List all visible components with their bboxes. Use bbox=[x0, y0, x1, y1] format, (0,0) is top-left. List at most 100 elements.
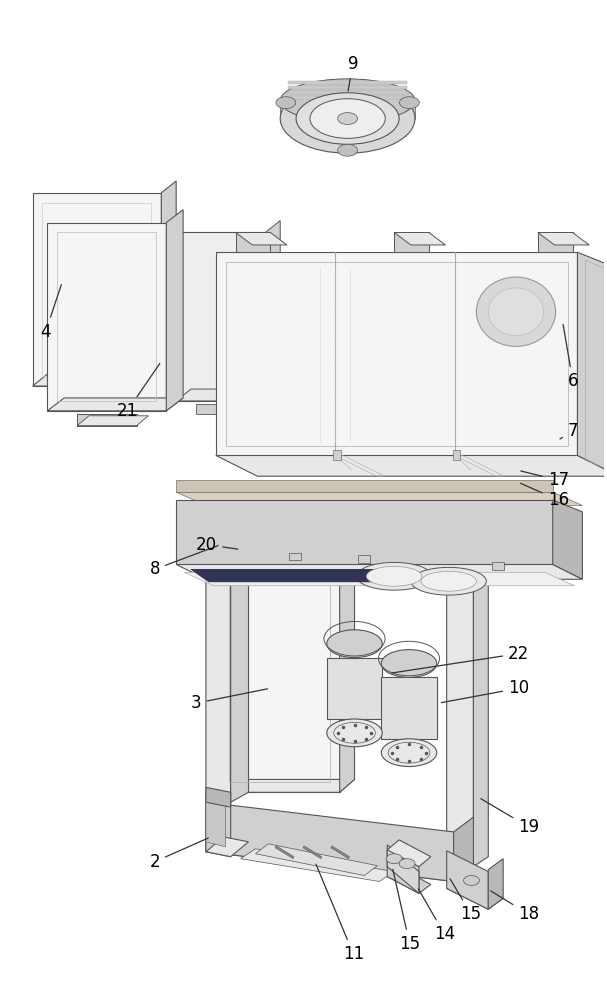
Polygon shape bbox=[216, 252, 577, 455]
Ellipse shape bbox=[280, 84, 415, 153]
Polygon shape bbox=[77, 414, 137, 426]
Ellipse shape bbox=[421, 571, 476, 591]
Polygon shape bbox=[577, 252, 607, 476]
Ellipse shape bbox=[476, 277, 555, 346]
Polygon shape bbox=[488, 859, 503, 909]
Polygon shape bbox=[288, 86, 407, 89]
Text: 11: 11 bbox=[316, 864, 364, 963]
Polygon shape bbox=[359, 555, 370, 563]
Text: 2: 2 bbox=[149, 838, 208, 871]
Ellipse shape bbox=[310, 99, 385, 138]
Polygon shape bbox=[206, 797, 231, 857]
Polygon shape bbox=[206, 554, 231, 802]
Ellipse shape bbox=[327, 630, 382, 658]
Polygon shape bbox=[288, 91, 407, 94]
Polygon shape bbox=[166, 210, 183, 411]
Text: 4: 4 bbox=[41, 285, 61, 341]
Ellipse shape bbox=[411, 567, 486, 595]
Polygon shape bbox=[288, 81, 407, 84]
Polygon shape bbox=[387, 840, 431, 867]
Text: 9: 9 bbox=[348, 55, 358, 91]
Polygon shape bbox=[184, 572, 574, 586]
Polygon shape bbox=[176, 500, 553, 564]
Polygon shape bbox=[453, 817, 473, 881]
Ellipse shape bbox=[280, 79, 415, 122]
Ellipse shape bbox=[386, 854, 402, 864]
Polygon shape bbox=[265, 221, 280, 401]
Polygon shape bbox=[236, 232, 270, 252]
Polygon shape bbox=[288, 96, 407, 99]
Polygon shape bbox=[77, 416, 149, 426]
Polygon shape bbox=[289, 553, 301, 560]
Text: 20: 20 bbox=[196, 536, 238, 554]
Polygon shape bbox=[275, 846, 294, 859]
Polygon shape bbox=[333, 450, 341, 460]
Polygon shape bbox=[447, 878, 503, 909]
Polygon shape bbox=[206, 837, 248, 857]
Text: 14: 14 bbox=[418, 889, 455, 943]
Polygon shape bbox=[447, 851, 488, 909]
Ellipse shape bbox=[488, 288, 544, 336]
Polygon shape bbox=[63, 389, 121, 401]
Text: 16: 16 bbox=[521, 483, 569, 509]
Polygon shape bbox=[219, 779, 354, 792]
Text: 15: 15 bbox=[450, 879, 482, 923]
Polygon shape bbox=[387, 850, 419, 893]
Polygon shape bbox=[453, 450, 461, 460]
Polygon shape bbox=[196, 404, 246, 414]
Polygon shape bbox=[538, 232, 572, 252]
Polygon shape bbox=[447, 554, 473, 867]
Polygon shape bbox=[47, 398, 183, 411]
Text: 10: 10 bbox=[441, 679, 529, 703]
Polygon shape bbox=[216, 455, 607, 476]
Polygon shape bbox=[236, 232, 287, 245]
Polygon shape bbox=[47, 223, 166, 411]
Polygon shape bbox=[176, 232, 265, 401]
Polygon shape bbox=[327, 658, 382, 719]
Polygon shape bbox=[303, 846, 322, 859]
Polygon shape bbox=[33, 193, 161, 386]
Polygon shape bbox=[387, 868, 431, 893]
Text: 21: 21 bbox=[117, 364, 160, 420]
Polygon shape bbox=[231, 554, 248, 802]
Ellipse shape bbox=[356, 562, 432, 590]
Polygon shape bbox=[240, 849, 394, 881]
Polygon shape bbox=[280, 101, 415, 119]
Polygon shape bbox=[176, 480, 553, 492]
Polygon shape bbox=[219, 569, 340, 792]
Ellipse shape bbox=[337, 144, 358, 156]
Text: 8: 8 bbox=[149, 546, 218, 578]
Ellipse shape bbox=[276, 97, 296, 109]
Polygon shape bbox=[331, 846, 350, 859]
Text: 7: 7 bbox=[560, 422, 578, 440]
Ellipse shape bbox=[464, 876, 480, 885]
Text: 19: 19 bbox=[481, 799, 539, 836]
Text: 6: 6 bbox=[563, 324, 578, 390]
Polygon shape bbox=[161, 181, 176, 386]
Polygon shape bbox=[176, 564, 583, 579]
Ellipse shape bbox=[337, 113, 358, 124]
Ellipse shape bbox=[367, 566, 422, 586]
Polygon shape bbox=[381, 677, 437, 739]
Polygon shape bbox=[176, 389, 280, 401]
Text: 17: 17 bbox=[521, 471, 569, 489]
Ellipse shape bbox=[399, 859, 415, 869]
Polygon shape bbox=[256, 844, 378, 876]
Text: 3: 3 bbox=[191, 689, 268, 712]
Polygon shape bbox=[340, 564, 354, 792]
Polygon shape bbox=[206, 837, 473, 881]
Text: 22: 22 bbox=[392, 645, 529, 673]
Ellipse shape bbox=[381, 739, 437, 767]
Polygon shape bbox=[492, 562, 504, 570]
Polygon shape bbox=[206, 797, 226, 847]
Polygon shape bbox=[206, 802, 453, 881]
Polygon shape bbox=[538, 232, 589, 245]
Text: 18: 18 bbox=[490, 891, 539, 923]
Polygon shape bbox=[394, 232, 446, 245]
Ellipse shape bbox=[296, 93, 399, 144]
Text: 15: 15 bbox=[393, 869, 420, 953]
Ellipse shape bbox=[327, 719, 382, 747]
Polygon shape bbox=[387, 845, 419, 893]
Polygon shape bbox=[206, 545, 248, 564]
Ellipse shape bbox=[381, 650, 437, 677]
